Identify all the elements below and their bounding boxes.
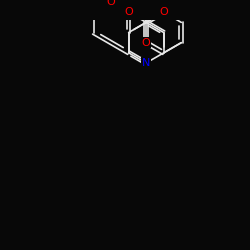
Text: N: N [142, 58, 150, 68]
Text: O: O [142, 38, 150, 48]
Text: O: O [160, 7, 168, 17]
Text: O: O [124, 7, 133, 17]
Text: O: O [107, 0, 116, 7]
